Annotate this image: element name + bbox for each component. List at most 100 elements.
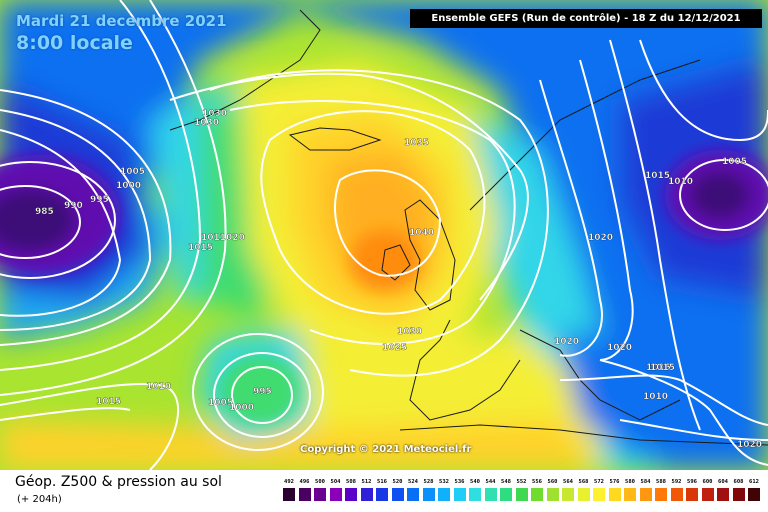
isobar-1020-east bbox=[539, 79, 603, 357]
legend-swatch bbox=[748, 488, 760, 501]
coast-iceland bbox=[288, 127, 382, 151]
legend-swatch bbox=[453, 488, 466, 501]
isobar-1030-north bbox=[169, 72, 529, 301]
isobar-1015-east bbox=[609, 39, 701, 431]
legend-label: 548 bbox=[501, 479, 511, 485]
legend-swatch bbox=[422, 488, 435, 501]
legend-label: 524 bbox=[408, 479, 418, 485]
legend-swatch bbox=[639, 488, 652, 501]
field-blue-north bbox=[0, 0, 768, 470]
legend-swatch bbox=[577, 488, 590, 501]
isobar-1010-southeast bbox=[599, 359, 768, 466]
legend-label: 596 bbox=[687, 479, 697, 485]
isobar-label: 1010 bbox=[643, 392, 668, 402]
map-footer: Géop. Z500 & pression au sol (+ 204h) 49… bbox=[0, 470, 768, 512]
legend-label: 572 bbox=[594, 479, 604, 485]
legend-swatch bbox=[717, 488, 729, 501]
legend-swatch bbox=[624, 488, 636, 501]
legend-label: 568 bbox=[578, 479, 589, 485]
isobar-label: 1020 bbox=[588, 233, 613, 243]
legend-swatch bbox=[376, 488, 388, 501]
isobar-1000-south bbox=[213, 352, 311, 438]
legend-swatch bbox=[701, 488, 714, 501]
isobar-1000-west bbox=[0, 109, 152, 331]
isobar-labels: 985 990 995 1005 1000 1030 1030 1035 104… bbox=[35, 11, 762, 450]
isobar-label: 1015 bbox=[650, 363, 675, 373]
legend-swatch bbox=[500, 488, 512, 501]
isobar-1005-south bbox=[192, 333, 324, 451]
isobar-1040 bbox=[334, 169, 442, 277]
isobar-990 bbox=[0, 161, 116, 279]
legend-swatch bbox=[329, 488, 342, 501]
legend-swatch bbox=[438, 488, 450, 501]
isobar-1025 bbox=[209, 69, 549, 377]
legend-label: 500 bbox=[315, 479, 325, 485]
isobar-1020-southeast bbox=[619, 419, 768, 441]
coastlines bbox=[169, 9, 768, 446]
field-title: Géop. Z500 & pression au sol bbox=[15, 474, 222, 490]
isobar-label: 995 bbox=[90, 195, 109, 205]
legend-swatch bbox=[608, 488, 621, 501]
isobar-label: 1010 bbox=[146, 382, 171, 392]
isobar-1010-east bbox=[639, 39, 768, 142]
isobar-label: 1000 bbox=[116, 181, 141, 191]
legend-swatch bbox=[515, 488, 528, 501]
isobar-label: 1000 bbox=[229, 403, 254, 413]
copyright-notice: Copyright © 2021 Meteociel.fr bbox=[300, 444, 472, 455]
legend-label: 564 bbox=[563, 479, 573, 485]
isobar-985 bbox=[0, 185, 81, 259]
legend-swatch bbox=[562, 488, 574, 501]
legend-swatch bbox=[593, 488, 605, 501]
legend-label: 512 bbox=[361, 479, 372, 485]
isobar-995-south bbox=[231, 366, 293, 424]
isobar-label: 985 bbox=[35, 207, 54, 217]
isobar-label: 1030 bbox=[194, 118, 219, 128]
legend-label: 520 bbox=[392, 479, 403, 485]
field-gold-south bbox=[0, 420, 600, 470]
coast-uk bbox=[404, 199, 456, 311]
isobar-label: 1020 bbox=[554, 337, 579, 347]
isobar-1015-southwest bbox=[0, 407, 131, 421]
isobar-label: 1005 bbox=[208, 398, 233, 408]
legend-label: 504 bbox=[330, 479, 341, 485]
isobar-label: 1011020 bbox=[201, 233, 245, 243]
field-low-west-core bbox=[0, 188, 75, 252]
isobar-1035 bbox=[260, 110, 486, 315]
isobar-label: 1015 bbox=[188, 243, 213, 253]
legend-swatch bbox=[531, 488, 543, 501]
legend-swatch bbox=[670, 488, 683, 501]
legend-label: 580 bbox=[625, 479, 635, 485]
legend-swatch bbox=[484, 488, 497, 501]
field-low-east-core bbox=[690, 171, 750, 219]
legend-swatch bbox=[546, 488, 559, 501]
legend-label: 528 bbox=[423, 479, 434, 485]
legend-label: 492 bbox=[284, 479, 294, 485]
legend-label: 556 bbox=[532, 479, 542, 485]
geopotential-field bbox=[0, 0, 768, 470]
legend-swatch bbox=[732, 488, 745, 501]
isobar-995-west bbox=[0, 129, 122, 317]
legend-label: 600 bbox=[702, 479, 713, 485]
legend-swatch bbox=[283, 488, 295, 501]
isobar-1020-east2 bbox=[579, 59, 634, 361]
isobar-label: 1025 bbox=[382, 343, 407, 353]
isobar-1011-west bbox=[0, 0, 202, 371]
isobar-label: 1040 bbox=[409, 228, 434, 238]
isobars bbox=[0, 0, 768, 470]
isobar-label: 1010 bbox=[668, 177, 693, 187]
isobar-label: 1020 bbox=[607, 343, 632, 353]
forecast-local-time: 8:00 locale bbox=[16, 32, 133, 54]
legend-label: 540 bbox=[470, 479, 480, 485]
coast-greenland bbox=[169, 9, 321, 131]
isobar-label: 1005 bbox=[722, 157, 747, 167]
isobar-label: 1030 bbox=[202, 109, 227, 119]
legend-swatch bbox=[298, 488, 311, 501]
legend-label: 516 bbox=[377, 479, 387, 485]
isobar-label: 995 bbox=[253, 387, 272, 397]
legend-swatch bbox=[686, 488, 698, 501]
legend-swatch bbox=[655, 488, 667, 501]
isobar-label: 1020 bbox=[737, 440, 762, 450]
lead-time: (+ 204h) bbox=[17, 494, 62, 505]
legend-swatch bbox=[407, 488, 419, 501]
legend-label: 608 bbox=[733, 479, 744, 485]
